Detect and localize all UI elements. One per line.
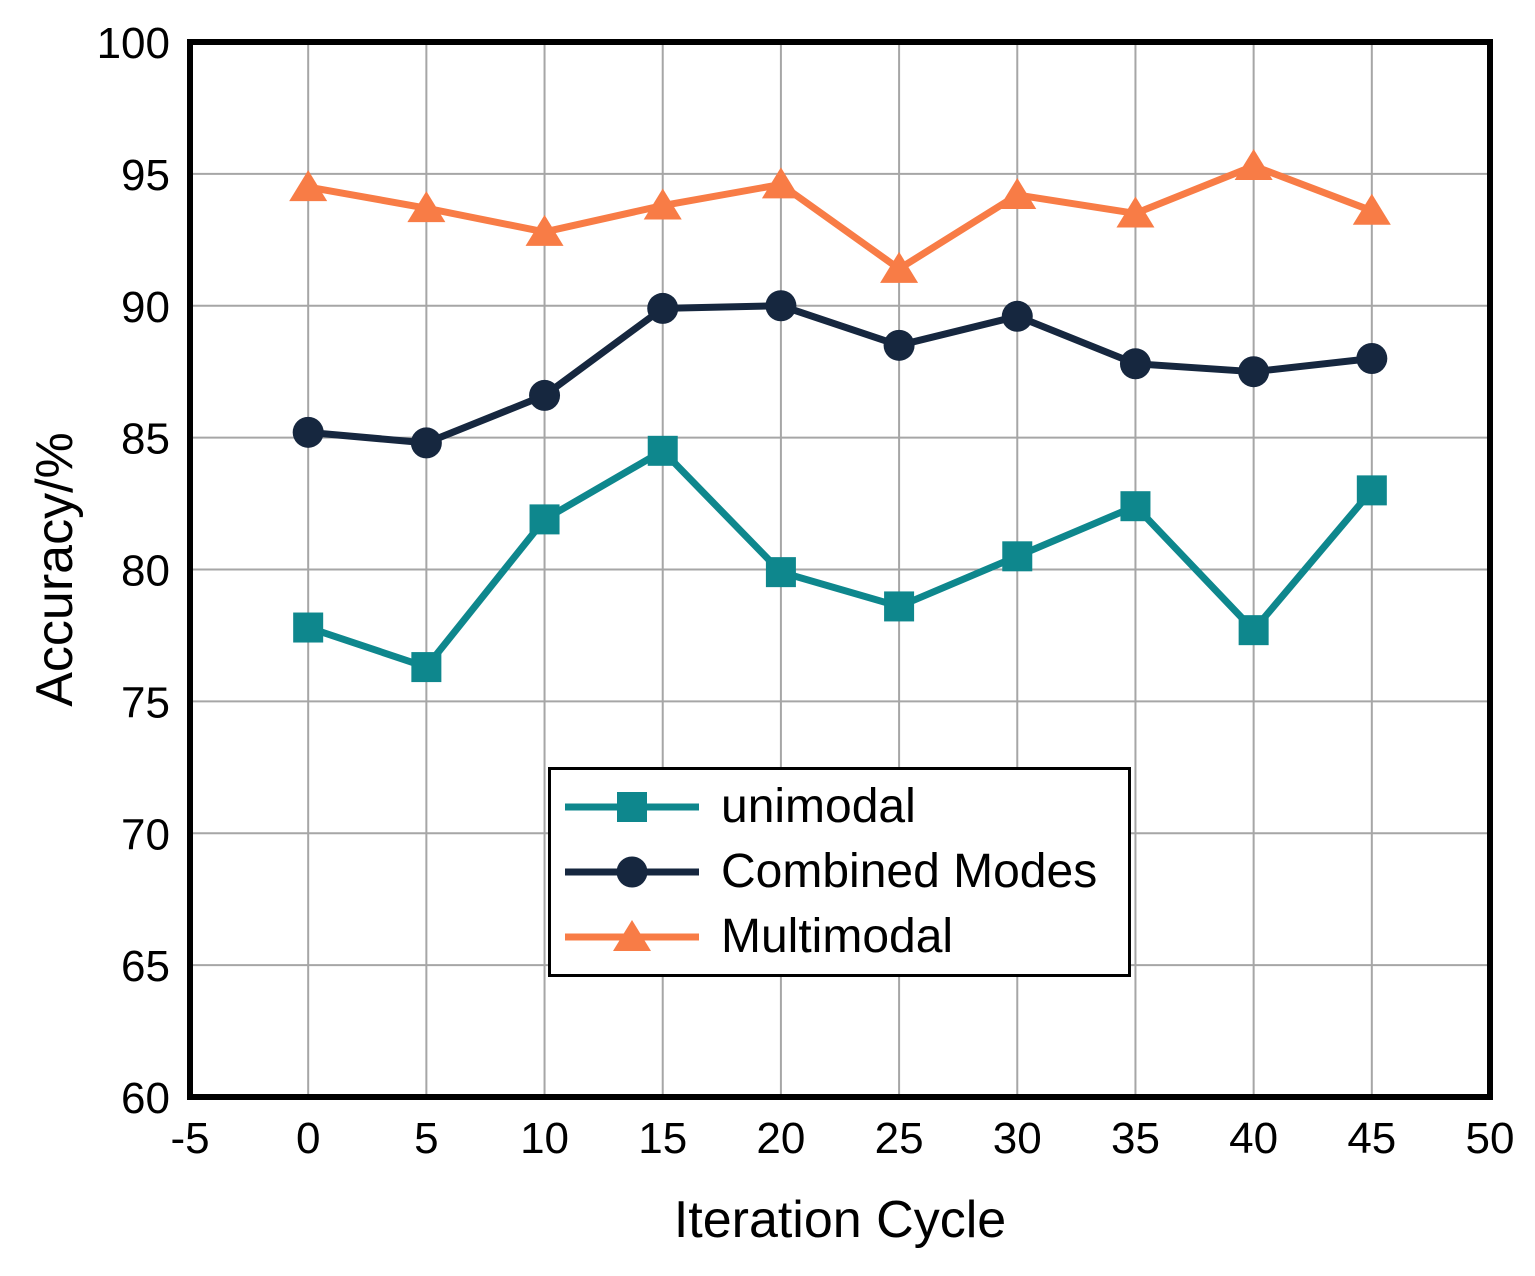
y-axis-title: Accuracy/% (26, 432, 84, 707)
data-point-unimodal (293, 612, 324, 643)
x-tick-labels: -5 0 5 10 15 20 25 30 35 40 45 50 (170, 1114, 1514, 1163)
y-tick-label: 90 (121, 283, 170, 332)
x-tick-label: 35 (1111, 1114, 1160, 1163)
data-point-unimodal (647, 435, 678, 466)
data-point-multimodal (880, 251, 919, 283)
y-tick-label: 60 (121, 1074, 170, 1123)
data-point-multimodal (1234, 148, 1273, 180)
series-line-combined-modes (304, 302, 1376, 447)
legend-marker-glyph (617, 791, 647, 822)
data-point-unimodal (884, 591, 915, 622)
data-point-combined-modes (883, 329, 915, 361)
data-point-unimodal (529, 504, 560, 535)
series-line-multimodal (304, 162, 1376, 273)
data-point-combined-modes (1001, 300, 1033, 332)
data-point-combined-modes (1119, 348, 1151, 380)
y-tick-label: 80 (121, 547, 170, 596)
data-point-combined-modes (1356, 343, 1388, 374)
series-line-unimodal (304, 447, 1376, 671)
x-tick-label: 30 (993, 1114, 1042, 1163)
legend-marker-combined-modes-icon (565, 856, 699, 888)
legend-marker-glyph (616, 856, 648, 888)
data-point-multimodal (1352, 193, 1391, 225)
data-point-multimodal (643, 188, 682, 220)
data-point-unimodal (765, 557, 796, 588)
x-tick-label: 15 (638, 1114, 687, 1163)
data-point-unimodal (411, 652, 442, 683)
y-tick-label: 75 (121, 678, 170, 727)
y-tick-label: 85 (121, 415, 170, 464)
data-point-unimodal (1238, 615, 1269, 646)
series-unimodal (293, 435, 1387, 683)
data-point-multimodal (1116, 196, 1155, 228)
data-point-combined-modes (647, 292, 679, 324)
data-point-multimodal (289, 170, 328, 202)
data-point-combined-modes (410, 427, 442, 459)
legend-item-combined-modes: Combined Modes (557, 841, 1128, 903)
y-tick-label: 65 (121, 942, 170, 991)
y-tick-label: 95 (121, 151, 170, 200)
plot-border (187, 39, 1493, 1100)
x-tick-label: 20 (756, 1114, 805, 1163)
legend-label-multimodal: Multimodal (721, 910, 954, 964)
series-multimodal (289, 148, 1391, 283)
data-point-multimodal (525, 214, 564, 246)
x-tick-label: 45 (1347, 1114, 1396, 1163)
data-point-combined-modes (1238, 356, 1270, 388)
x-axis-title: Iteration Cycle (674, 1191, 1006, 1249)
x-tick-label: 25 (875, 1114, 924, 1163)
data-point-unimodal (1002, 541, 1033, 572)
data-point-multimodal (407, 191, 446, 223)
y-tick-label: 70 (121, 810, 170, 859)
x-tick-label: -5 (170, 1114, 209, 1163)
x-tick-label: 10 (520, 1114, 569, 1163)
y-tick-label: 100 (97, 19, 170, 68)
legend: unimodal Combined Modes Multimodal (548, 767, 1131, 977)
data-point-multimodal (761, 167, 800, 199)
data-point-unimodal (1356, 475, 1387, 506)
legend-item-multimodal: Multimodal (557, 906, 1128, 968)
legend-label-unimodal: unimodal (721, 779, 916, 833)
series-combined-modes (292, 290, 1388, 459)
x-tick-label: 0 (296, 1114, 320, 1163)
y-tick-labels: 100 95 90 85 80 75 70 65 60 (97, 19, 170, 1123)
legend-marker-unimodal-icon (565, 791, 699, 822)
data-point-combined-modes (292, 416, 324, 448)
legend-marker-glyph (613, 920, 651, 952)
x-tick-label: 5 (414, 1114, 438, 1163)
legend-marker-multimodal-icon (565, 920, 699, 952)
data-point-combined-modes (765, 290, 797, 322)
legend-label-combined-modes: Combined Modes (721, 844, 1098, 898)
data-point-multimodal (998, 177, 1037, 209)
x-tick-label: 40 (1229, 1114, 1278, 1163)
legend-item-unimodal: unimodal (557, 776, 1128, 838)
data-point-unimodal (1120, 491, 1151, 522)
x-tick-label: 50 (1466, 1114, 1515, 1163)
data-point-combined-modes (529, 379, 561, 411)
